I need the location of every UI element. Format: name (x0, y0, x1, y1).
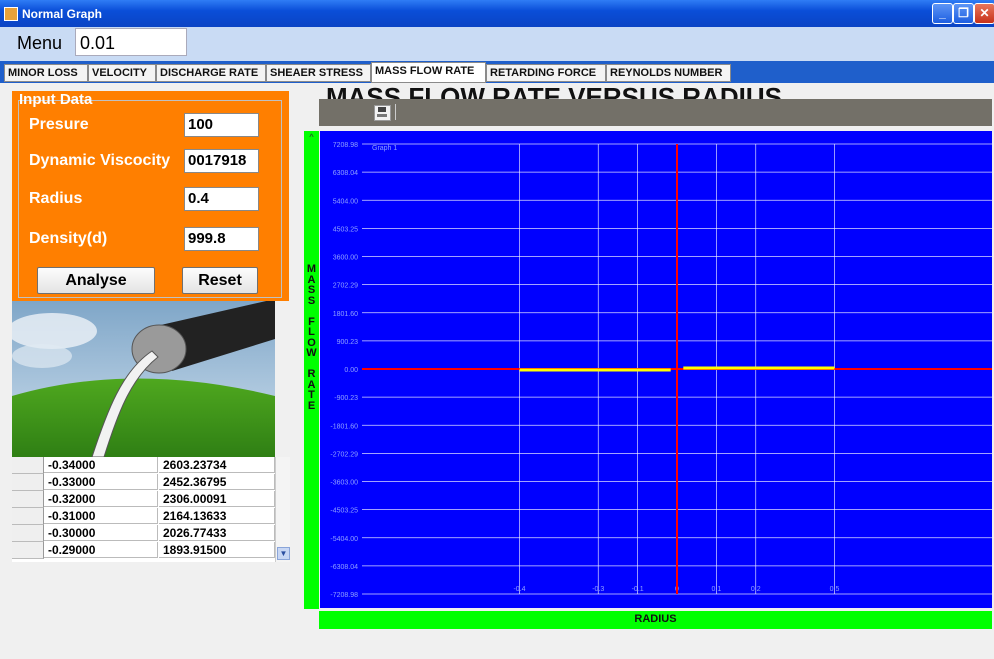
x-tick-label: -0.1 (632, 586, 644, 593)
input-data-legend: Input Data (19, 91, 93, 108)
value-cell: 2026.77433 (159, 525, 275, 541)
scroll-up-icon[interactable]: ^ (309, 132, 314, 142)
analyse-button[interactable]: Analyse (37, 267, 155, 294)
window-title: Normal Graph (22, 7, 103, 21)
y-tick-label: 7208.98 (333, 142, 358, 149)
density-label: Density(d) (29, 230, 108, 247)
row-header[interactable] (12, 457, 44, 474)
legend-label: Graph 1 (372, 145, 397, 152)
radius-input[interactable]: 0.4 (184, 187, 259, 211)
x-tick-label: -0.4 (513, 586, 525, 593)
restore-button[interactable]: ❐ (953, 3, 974, 24)
y-tick-label: -5404.00 (330, 536, 358, 543)
y-tick-label: 4503.25 (333, 226, 358, 233)
menu-bar: Menu 0.01 (0, 27, 994, 61)
row-header[interactable] (12, 542, 44, 559)
y-tick-label: -2702.29 (330, 451, 358, 458)
toolbar-separator (395, 104, 396, 120)
tab-strip: MINOR LOSS VELOCITY DISCHARGE RATE SHEAE… (0, 61, 994, 83)
input-data-panel: Input Data Presure 100 Dynamic Viscocity… (12, 91, 289, 301)
menu-value-field[interactable]: 0.01 (75, 28, 187, 56)
y-tick-label: 0.00 (344, 367, 358, 374)
x-axis-label: RADIUS (634, 613, 677, 625)
y-tick-label: -1801.60 (330, 423, 358, 430)
x-axis-label-bar: RADIUS (319, 611, 992, 629)
y-axis-label: M A S S F L O W R A T E (306, 263, 317, 412)
pipe-illustration (12, 301, 275, 457)
chart-title: MASS FLOW RATE VERSUS RADIUS (326, 80, 986, 100)
value-cell: 2603.23734 (159, 457, 275, 473)
y-tick-label: -7208.98 (330, 592, 358, 599)
dynamic-viscosity-input[interactable]: 0017918 (184, 149, 259, 173)
table-row[interactable]: -0.29000 1893.91500 (12, 542, 275, 559)
pressure-label: Presure (29, 116, 89, 133)
mass-flow-chart: 7208.98 6308.04 5404.00 4503.25 3600.00 2702.… (320, 131, 992, 608)
y-tick-label: -900.23 (334, 395, 358, 402)
table-scrollbar[interactable]: ▼ (275, 457, 290, 562)
radius-cell: -0.33000 (44, 474, 158, 490)
app-icon (4, 7, 18, 21)
radius-cell: -0.29000 (44, 542, 158, 558)
chart-title-text: MASS FLOW RATE VERSUS RADIUS (326, 82, 782, 100)
minimize-button[interactable]: _ (932, 3, 953, 24)
tab-discharge-rate[interactable]: DISCHARGE RATE (156, 64, 266, 82)
table-row[interactable]: -0.32000 2306.00091 (12, 491, 275, 508)
row-header[interactable] (12, 525, 44, 542)
y-tick-label: -3603.00 (330, 480, 358, 487)
value-cell: 2164.13633 (159, 508, 275, 524)
tab-mass-flow-rate[interactable]: MASS FLOW RATE (371, 62, 486, 83)
y-tick-label: -6308.04 (330, 564, 358, 571)
y-tick-label: 3600.00 (333, 255, 358, 262)
close-button[interactable]: ✕ (974, 3, 994, 24)
value-cell: 2306.00091 (159, 491, 275, 507)
title-bar: Normal Graph _ ❐ ✕ (0, 0, 994, 27)
tab-retarding-force[interactable]: RETARDING FORCE (486, 64, 606, 82)
table-row[interactable]: -0.31000 2164.13633 (12, 508, 275, 525)
menu-label[interactable]: Menu (17, 33, 63, 53)
y-tick-label: 5404.00 (333, 198, 358, 205)
y-tick-label: 1801.60 (333, 311, 358, 318)
value-cell: 2452.36795 (159, 474, 275, 490)
y-tick-label: 2702.29 (333, 283, 358, 290)
table-row[interactable]: -0.33000 2452.36795 (12, 474, 275, 491)
density-input[interactable]: 999.8 (184, 227, 259, 251)
x-tick-label: 0.5 (830, 586, 840, 593)
scroll-down-icon[interactable]: ▼ (277, 547, 290, 560)
radius-cell: -0.34000 (44, 457, 158, 473)
print-icon[interactable] (374, 105, 391, 121)
x-tick-label: 0.2 (751, 586, 761, 593)
table-row[interactable]: -0.34000 2603.23734 (12, 457, 275, 474)
tab-velocity[interactable]: VELOCITY (88, 64, 156, 82)
dynamic-viscosity-label: Dynamic Viscocity (29, 152, 171, 169)
radius-label: Radius (29, 190, 83, 207)
x-tick-label: -0.3 (592, 586, 604, 593)
x-tick-label: 0.1 (712, 586, 722, 593)
y-tick-label: -4503.25 (330, 508, 358, 515)
value-cell: 1893.91500 (159, 542, 275, 558)
tab-minor-loss[interactable]: MINOR LOSS (4, 64, 88, 82)
results-table: -0.34000 2603.23734 -0.33000 2452.36795 -0… (12, 457, 290, 562)
row-header[interactable] (12, 491, 44, 508)
radius-cell: -0.32000 (44, 491, 158, 507)
row-header[interactable] (12, 508, 44, 525)
tab-sheaer-stress[interactable]: SHEAER STRESS (266, 64, 371, 82)
radius-cell: -0.30000 (44, 525, 158, 541)
input-data-group (18, 100, 282, 298)
pressure-input[interactable]: 100 (184, 113, 259, 137)
y-axis-label-bar: ^ M A S S F L O W R A T E (304, 131, 319, 609)
y-tick-label: 900.23 (337, 339, 359, 346)
y-tick-label: 6308.04 (333, 170, 358, 177)
chart-toolbar (319, 99, 992, 126)
reset-button[interactable]: Reset (182, 267, 258, 294)
tab-reynolds-number[interactable]: REYNOLDS NUMBER (606, 64, 731, 82)
table-row[interactable]: -0.30000 2026.77433 (12, 525, 275, 542)
row-header[interactable] (12, 474, 44, 491)
radius-cell: -0.31000 (44, 508, 158, 524)
